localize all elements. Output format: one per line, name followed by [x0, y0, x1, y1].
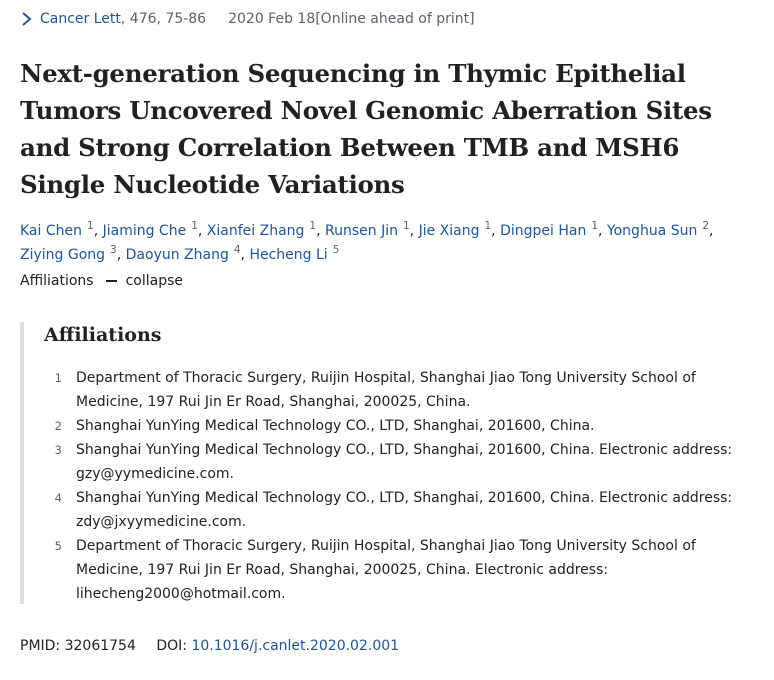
author-item: Dingpei Han 1 [500, 220, 599, 239]
affiliation-marker[interactable]: 1 [309, 220, 317, 233]
chevron-right-icon [22, 12, 32, 26]
affiliations-list: 1 Department of Thoracic Surgery, Ruijin … [24, 366, 740, 606]
affiliation-item: 3 Shanghai YunYing Medical Technology CO.… [24, 438, 740, 486]
affiliation-text: Department of Thoracic Surgery, Ruijin H… [76, 370, 696, 410]
author-separator: , [93, 223, 103, 239]
affiliations-panel: Affiliations 1 Department of Thoracic Sur… [20, 322, 740, 604]
affiliation-number: 3 [54, 443, 62, 457]
author-separator: , [197, 223, 207, 239]
affiliation-number: 2 [54, 419, 62, 433]
affiliations-heading: Affiliations [44, 324, 162, 346]
affiliation-number: 4 [54, 491, 62, 505]
author-separator: , [316, 223, 326, 239]
affiliation-text: Shanghai YunYing Medical Technology CO.,… [76, 442, 733, 482]
article-title: Next-generation Sequencing in Thymic Epi… [20, 59, 712, 199]
author-item: Daoyun Zhang 4 [125, 244, 241, 263]
author-separator: , [598, 223, 607, 239]
author-item: Jiaming Che 1 [102, 220, 198, 239]
affiliations-toggle-label: Affiliations [20, 273, 94, 289]
author-item: Yonghua Sun 2 [606, 220, 710, 239]
author-separator: , [409, 223, 419, 239]
affiliation-number: 1 [54, 371, 62, 385]
author-separator: , [709, 223, 714, 239]
affiliation-item: 5 Department of Thoracic Surgery, Ruijin … [24, 534, 740, 606]
author-separator: , [240, 247, 250, 263]
author-item: Hecheng Li 5 [249, 244, 340, 263]
affiliation-number: 5 [54, 539, 62, 553]
author-item: Xianfei Zhang 1 [206, 220, 317, 239]
author-name-link[interactable]: Xianfei Zhang [206, 223, 305, 239]
affiliation-marker[interactable]: 2 [702, 220, 710, 233]
affiliation-marker[interactable]: 3 [110, 244, 117, 257]
affiliation-marker[interactable]: 1 [87, 220, 94, 233]
affiliation-marker[interactable]: 1 [402, 220, 410, 233]
doi-link[interactable]: 10.1016/j.canlet.2020.02.001 [191, 638, 400, 654]
volume-pages: , 476, 75-86 [120, 11, 207, 27]
affiliation-marker[interactable]: 1 [484, 220, 492, 233]
affiliation-text: Department of Thoracic Surgery, Ruijin H… [76, 538, 696, 602]
author-name-link[interactable]: Runsen Jin [325, 223, 398, 239]
citation-line: Cancer Lett , 476, 75-86 2020 Feb 18[Onl… [20, 11, 475, 27]
minus-icon [105, 280, 117, 282]
doi-label: DOI: [156, 638, 187, 654]
journal-link[interactable]: Cancer Lett [40, 11, 121, 27]
pmid-value: 32061754 [64, 638, 136, 654]
author-item: Jie Xiang 1 [418, 220, 492, 239]
author-name-link[interactable]: Dingpei Han [500, 223, 587, 239]
affiliation-marker[interactable]: 1 [591, 220, 599, 233]
author-name-link[interactable]: Daoyun Zhang [125, 247, 229, 263]
author-name-link[interactable]: Jiaming Che [102, 223, 187, 239]
affiliation-text: Shanghai YunYing Medical Technology CO.,… [76, 490, 733, 530]
author-name-link[interactable]: Ziying Gong [20, 247, 106, 263]
affiliation-marker[interactable]: 4 [233, 244, 241, 257]
author-name-link[interactable]: Kai Chen [20, 223, 82, 239]
author-separator: , [116, 247, 126, 263]
author-name-link[interactable]: Jie Xiang [418, 223, 480, 239]
author-name-link[interactable]: Hecheng Li [249, 247, 328, 263]
affiliation-item: 1 Department of Thoracic Surgery, Ruijin … [24, 366, 740, 414]
affiliation-marker[interactable]: 5 [332, 244, 340, 257]
affiliation-marker[interactable]: 1 [191, 220, 198, 233]
collapse-button[interactable]: collapse [125, 273, 184, 289]
publication-date: 2020 Feb 18[Online ahead of print] [228, 11, 475, 27]
author-item: Kai Chen 1 [20, 220, 94, 239]
author-separator: , [491, 223, 501, 239]
author-item: Ziying Gong 3 [20, 244, 117, 263]
authors-list: Kai Chen 1, Jiaming Che 1, Xianfei Zhang 1,… [20, 219, 750, 267]
affiliation-item: 4 Shanghai YunYing Medical Technology CO.… [24, 486, 740, 534]
affiliation-text: Shanghai YunYing Medical Technology CO.,… [76, 418, 595, 434]
affiliations-toggle: Affiliations collapse [20, 273, 183, 289]
pmid-label: PMID: [20, 638, 61, 654]
affiliation-item: 2 Shanghai YunYing Medical Technology CO.… [24, 414, 740, 438]
identifiers: PMID: 32061754 DOI: 10.1016/j.canlet.202… [20, 638, 399, 654]
author-item: Runsen Jin 1 [325, 220, 410, 239]
author-name-link[interactable]: Yonghua Sun [606, 223, 698, 239]
